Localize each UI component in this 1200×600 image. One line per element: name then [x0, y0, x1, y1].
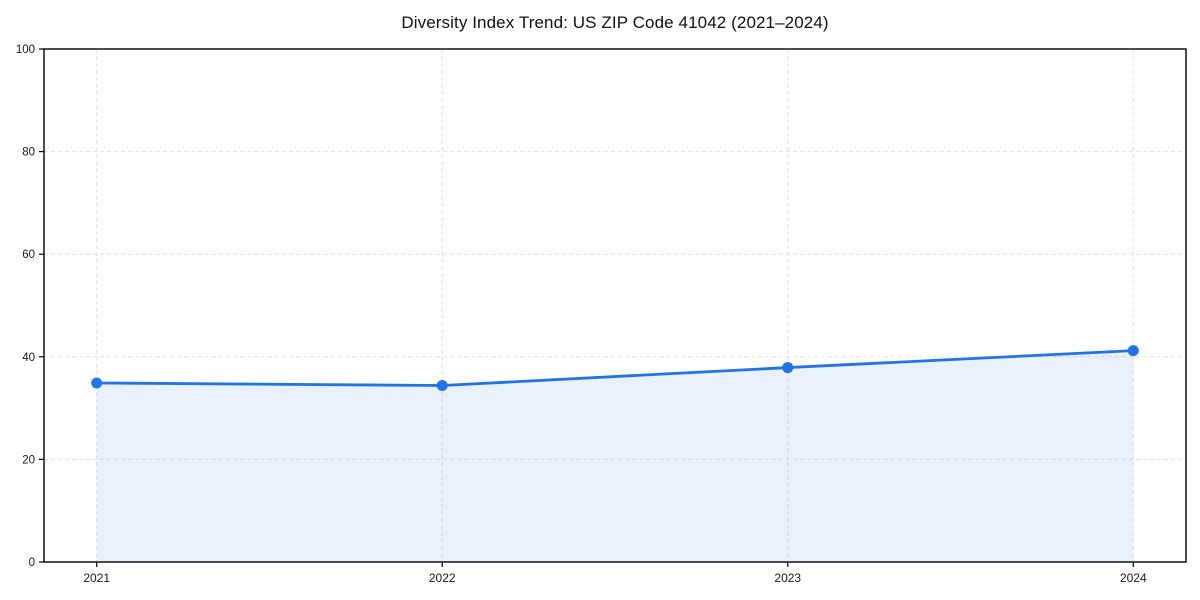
- y-tick-label: 100: [16, 44, 35, 56]
- area-fill: [96, 350, 1134, 562]
- x-tick-label: 2022: [429, 571, 456, 585]
- x-tick-label: 2021: [83, 571, 110, 585]
- data-point: [1127, 345, 1139, 357]
- y-tick-label: 60: [22, 249, 35, 261]
- y-tick-label: 40: [22, 352, 35, 364]
- y-tick-label: 20: [22, 454, 35, 466]
- axis-box: [43, 48, 1187, 563]
- data-point: [782, 362, 794, 374]
- x-tick-label: 2023: [774, 571, 801, 585]
- x-tick-label: 2024: [1120, 571, 1147, 585]
- chart-title: Diversity Index Trend: US ZIP Code 41042…: [401, 13, 829, 32]
- y-tick-label: 80: [22, 147, 35, 159]
- data-point: [91, 377, 103, 389]
- trend-line: [95, 349, 1135, 387]
- y-tick-label: 0: [29, 557, 35, 569]
- data-point: [436, 380, 448, 392]
